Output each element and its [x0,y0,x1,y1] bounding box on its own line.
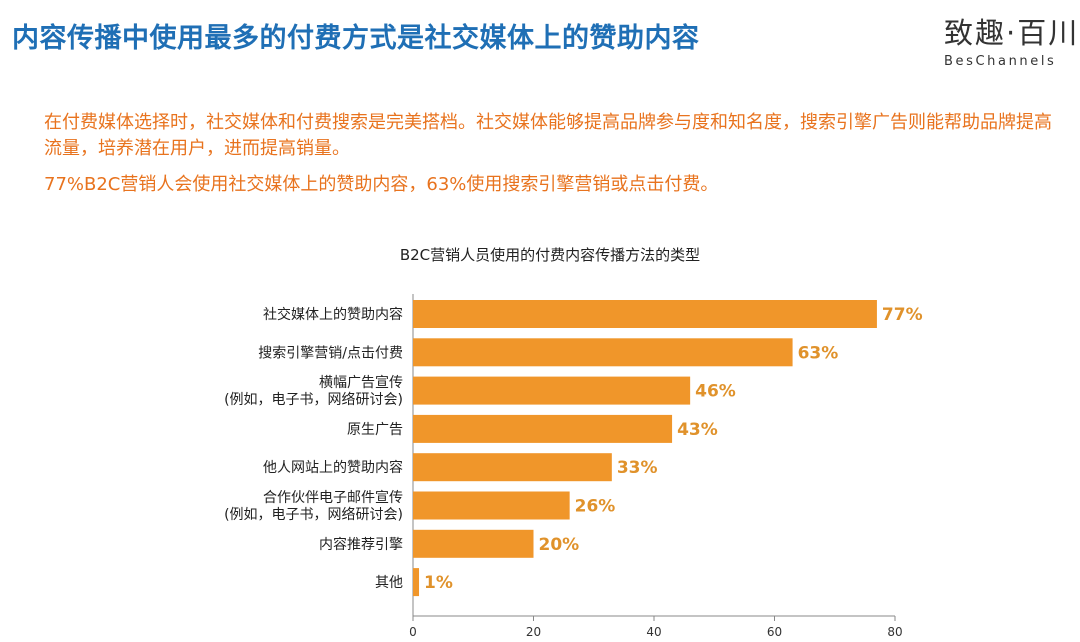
category-label: 其他 [375,575,403,591]
category-label-line: 合作伙伴电子邮件宣传 [263,490,403,506]
x-tick-label: 20 [526,625,541,639]
x-tick-label: 0 [409,625,417,639]
category-label-line: (例如，电子书，网络研讨会) [224,392,403,408]
x-tick-label: 60 [767,625,782,639]
category-label: 内容推荐引擎 [319,536,403,553]
logo-separator: · [1006,16,1018,50]
category-label-line: 社交媒体上的赞助内容 [263,306,403,323]
bar-value-label: 43% [677,420,718,440]
bar-value-label: 63% [798,343,839,363]
bar-value-label: 26% [575,497,616,517]
category-label-line: 内容推荐引擎 [319,536,403,553]
x-tick-label: 40 [646,625,661,639]
page-title: 内容传播中使用最多的付费方式是社交媒体上的赞助内容 [12,23,700,54]
category-label-line: 他人网站上的赞助内容 [263,459,403,476]
bar [413,376,691,405]
category-label-line: 原生广告 [347,422,403,438]
logo-chinese: 致趣·百川 [944,10,1077,52]
category-label: 他人网站上的赞助内容 [263,459,403,476]
intro-text: 在付费媒体选择时，社交媒体和付费搜索是完美搭档。社交媒体能够提高品牌参与度和知名… [44,110,1064,208]
logo-chinese-part1: 致趣 [944,16,1007,50]
bar [413,491,570,520]
bar-value-label: 77% [882,305,923,325]
category-label: 搜索引擎营销/点击付费 [258,344,403,361]
chart-title: B2C营销人员使用的付费内容传播方法的类型 [399,246,701,264]
bar [413,414,673,443]
bar-value-label: 1% [424,573,453,593]
category-label-line: 搜索引擎营销/点击付费 [258,344,403,361]
bar [413,453,612,482]
brand-logo: 致趣·百川 BesChannels [944,10,1077,69]
bar-value-label: 46% [695,382,736,402]
bar-value-label: 33% [617,458,658,478]
intro-paragraph-2: 77%B2C营销人会使用社交媒体上的赞助内容，63%使用搜索引擎营销或点击付费。 [44,174,719,195]
category-label: 合作伙伴电子邮件宣传(例如，电子书，网络研讨会) [224,490,403,523]
category-label-line: 其他 [375,575,403,591]
x-tick-label: 80 [887,625,902,639]
category-label: 横幅广告宣传(例如，电子书，网络研讨会) [224,375,403,408]
category-label-line: 横幅广告宣传 [319,375,403,391]
category-label: 社交媒体上的赞助内容 [263,306,403,323]
intro-paragraph-1: 在付费媒体选择时，社交媒体和付费搜索是完美搭档。社交媒体能够提高品牌参与度和知名… [44,112,1052,159]
bar [413,338,793,367]
category-label-line: (例如，电子书，网络研讨会) [224,507,403,523]
bar [413,568,420,597]
category-label: 原生广告 [347,422,403,438]
logo-chinese-part2: 百川 [1017,16,1080,50]
logo-english: BesChannels [944,54,1057,69]
bar-value-label: 20% [539,535,580,555]
bar [413,529,534,558]
bar [413,300,877,328]
